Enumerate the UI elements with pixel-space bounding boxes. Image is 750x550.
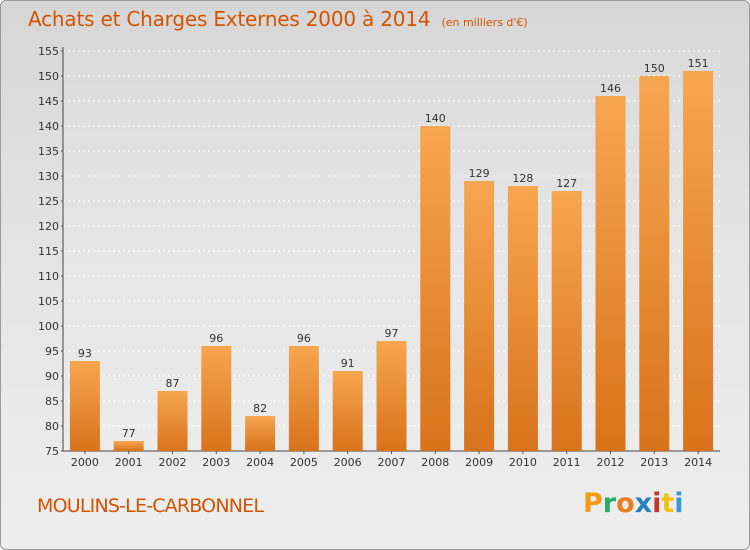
data-label: 93	[78, 347, 92, 360]
bar	[332, 371, 363, 451]
axis-layer: 75 80 85 90 95 100 105 110 115 120 125 130 135 140 145…	[38, 45, 720, 469]
data-label: 96	[297, 332, 311, 345]
x-tick-label: 2001	[115, 456, 143, 469]
bar	[201, 346, 232, 451]
data-label: 129	[469, 167, 490, 180]
x-tick-label: 2002	[159, 456, 187, 469]
bar	[245, 416, 276, 451]
bar	[288, 346, 319, 451]
x-tick-label: 2008	[421, 456, 449, 469]
y-tick-label: 90	[45, 370, 59, 383]
bar	[157, 391, 188, 451]
bar	[551, 191, 582, 451]
data-label: 127	[556, 177, 577, 190]
x-tick-label: 2012	[597, 456, 625, 469]
y-tick-label: 145	[38, 95, 59, 108]
data-label: 82	[253, 402, 267, 415]
x-tick-label: 2005	[290, 456, 318, 469]
y-tick-label: 75	[45, 445, 59, 458]
y-tick-label: 85	[45, 395, 59, 408]
x-tick-label: 2013	[640, 456, 668, 469]
bar	[595, 96, 626, 451]
bar	[507, 186, 538, 451]
data-label: 87	[166, 377, 180, 390]
proxiti-logo[interactable]: Proxiti	[583, 488, 684, 519]
x-tick-label: 2007	[378, 456, 406, 469]
y-tick-label: 115	[38, 245, 59, 258]
y-tick-label: 125	[38, 195, 59, 208]
y-tick-label: 135	[38, 145, 59, 158]
x-tick-label: 2010	[509, 456, 537, 469]
logo-letter: t	[661, 488, 675, 519]
y-tick-label: 95	[45, 345, 59, 358]
x-tick-label: 2014	[684, 456, 712, 469]
data-label: 140	[425, 112, 446, 125]
data-label: 77	[122, 427, 136, 440]
y-tick-label: 110	[38, 270, 59, 283]
y-tick-label: 155	[38, 45, 59, 58]
y-tick-label: 100	[38, 320, 59, 333]
x-tick-label: 2011	[553, 456, 581, 469]
data-label: 151	[688, 57, 709, 70]
x-tick-label: 2003	[202, 456, 230, 469]
bar	[69, 361, 100, 451]
logo-letter: i	[674, 488, 684, 519]
commune-name: MOULINS-LE-CARBONNEL	[37, 495, 264, 517]
chart-subtitle: (en milliers d'€)	[441, 16, 528, 29]
y-tick-label: 80	[45, 420, 59, 433]
data-label: 97	[385, 327, 399, 340]
logo-letter: i	[652, 488, 662, 519]
data-label: 146	[600, 82, 621, 95]
x-tick-label: 2004	[246, 456, 274, 469]
data-label: 96	[209, 332, 223, 345]
title-row: Achats et Charges Externes 2000 à 2014 (…	[28, 7, 528, 31]
bar	[420, 126, 451, 451]
y-tick-label: 150	[38, 70, 59, 83]
y-tick-label: 130	[38, 170, 59, 183]
bar-layer: 93 77 87 96 82 96 91 97 140 129 128 127 146 150 151	[69, 57, 714, 451]
bar	[683, 71, 714, 451]
logo-letter: x	[634, 488, 653, 519]
data-label: 91	[341, 357, 355, 370]
logo-letter: r	[602, 488, 617, 519]
x-tick-label: 2006	[334, 456, 362, 469]
x-tick-label: 2009	[465, 456, 493, 469]
y-tick-label: 105	[38, 295, 59, 308]
data-label: 128	[512, 172, 533, 185]
x-tick-label: 2000	[71, 456, 99, 469]
chart-title: Achats et Charges Externes 2000 à 2014	[28, 7, 431, 31]
logo-letter: P	[583, 488, 603, 519]
data-label: 150	[644, 62, 665, 75]
y-tick-label: 140	[38, 120, 59, 133]
logo-letter: o	[616, 488, 635, 519]
bar	[376, 341, 407, 451]
bar	[639, 76, 670, 451]
bar	[113, 441, 144, 451]
y-tick-label: 120	[38, 220, 59, 233]
bar	[464, 181, 495, 451]
